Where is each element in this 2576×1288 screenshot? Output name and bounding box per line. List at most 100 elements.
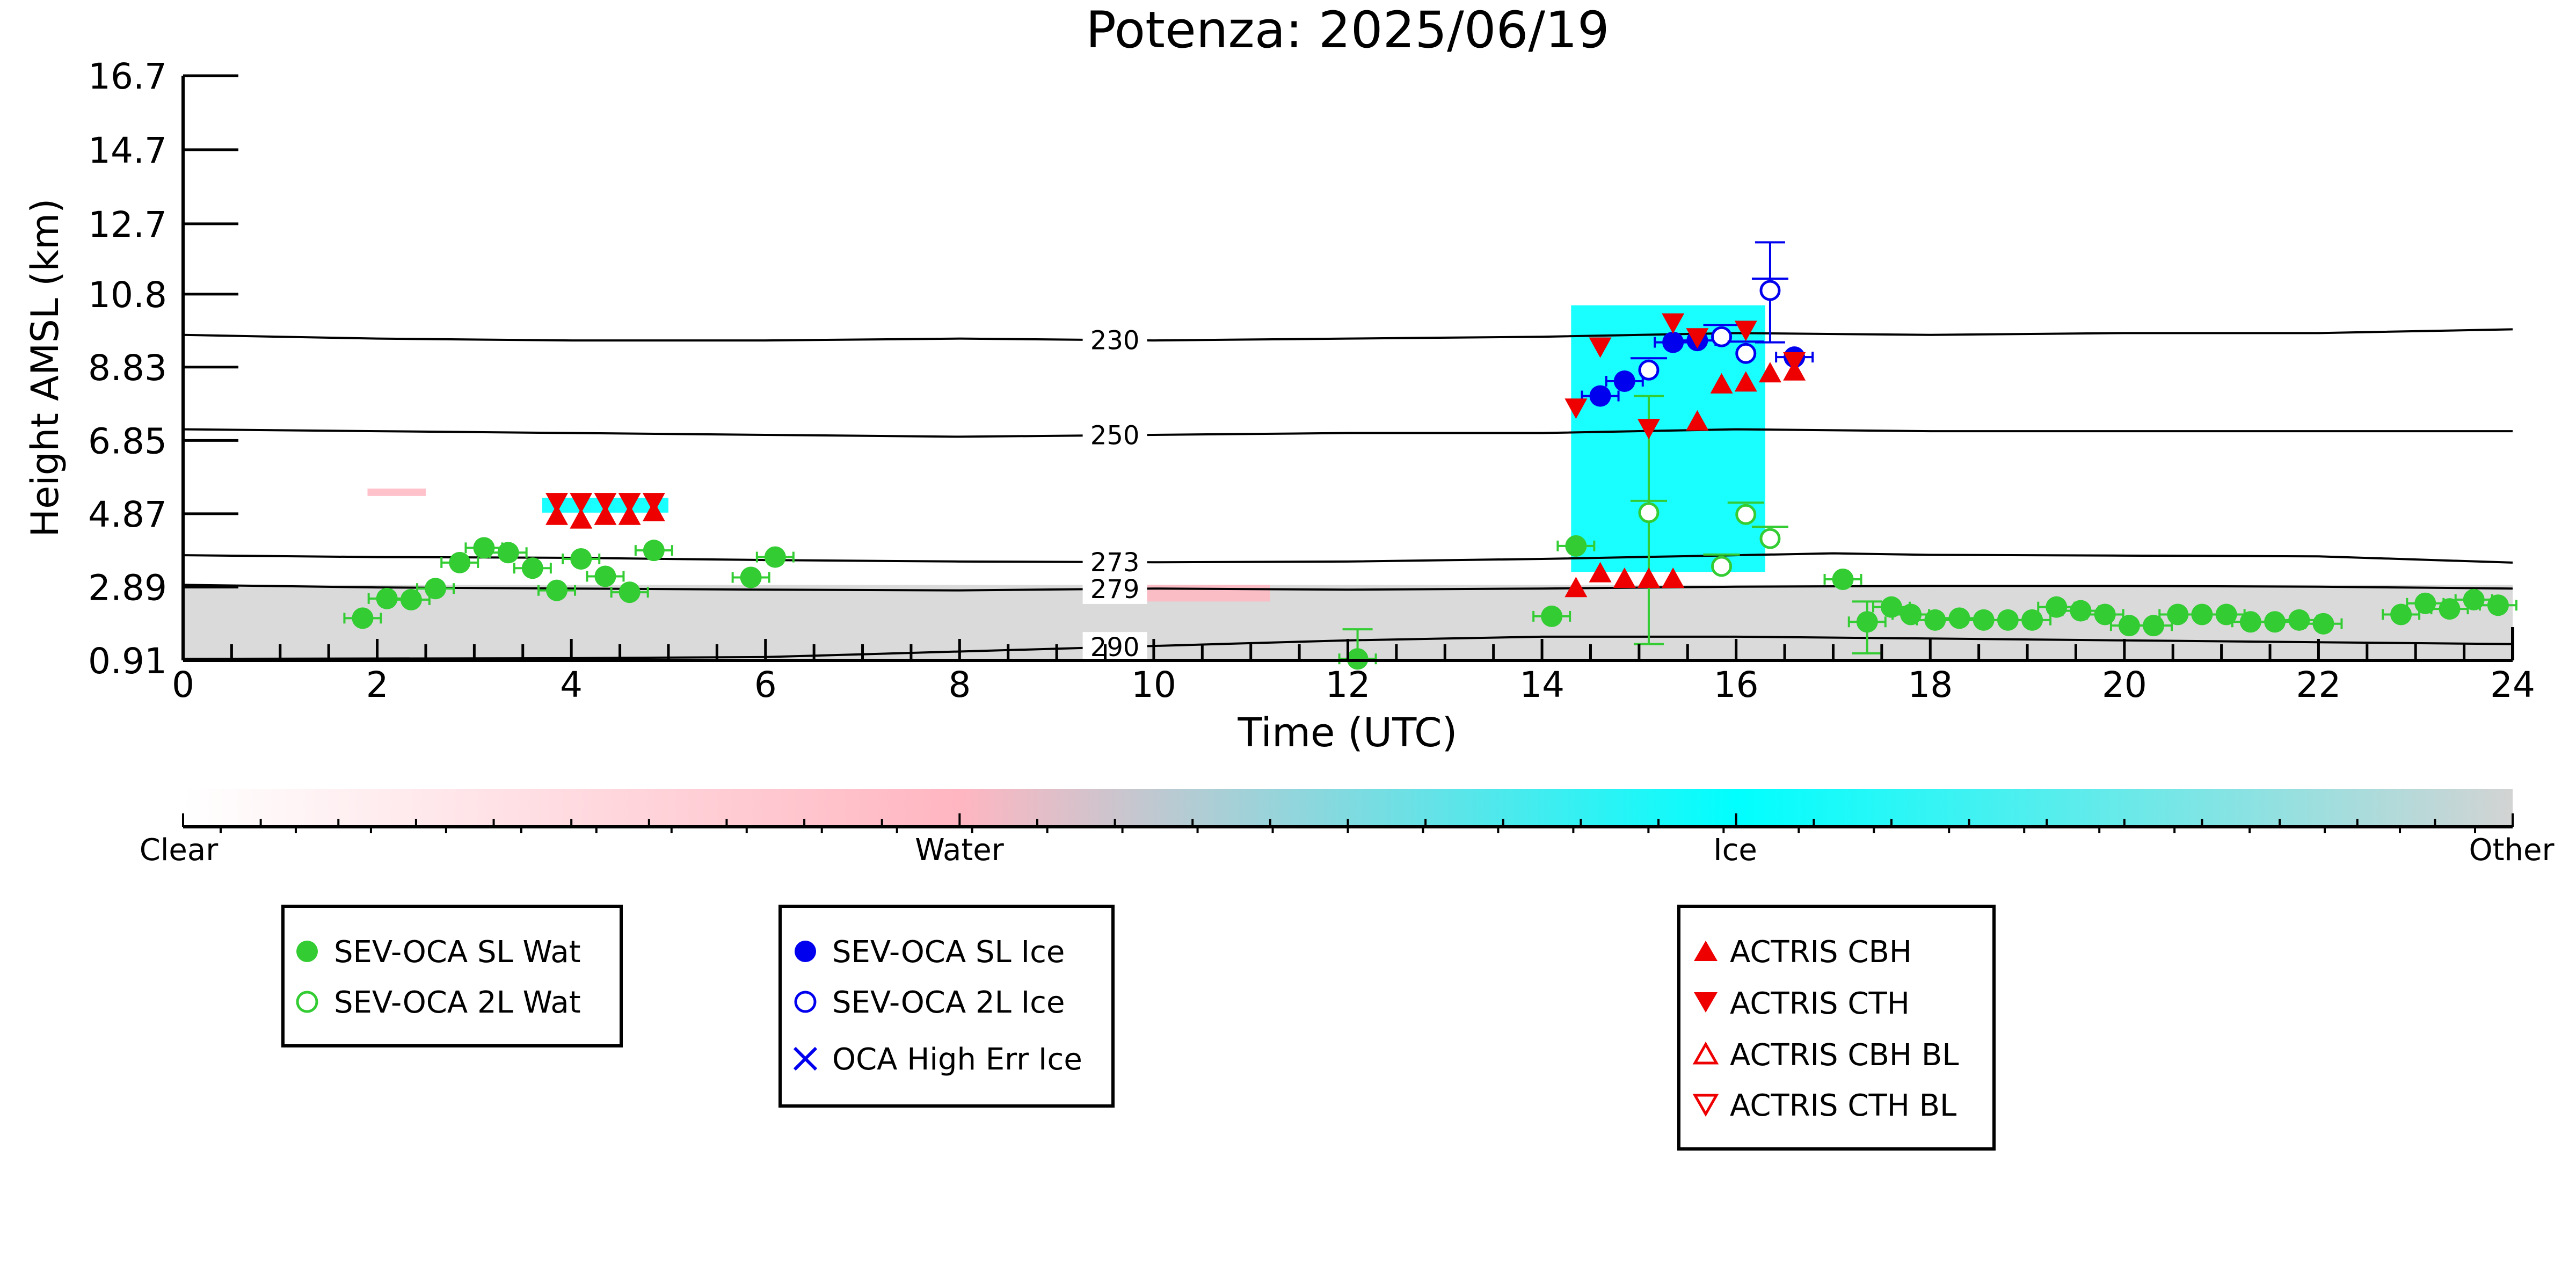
actris-cbh-point-2	[1613, 567, 1636, 588]
legend-actris: ACTRIS CBH ACTRIS CTH ACTRIS CBH BL ACTR…	[1677, 905, 1996, 1151]
actris-cth-point-2	[594, 493, 617, 514]
isotherm-273-label: 273	[1090, 548, 1140, 578]
actris-cbh-point-7	[1734, 371, 1757, 392]
colorbar-label-ice: Ice	[1713, 833, 1757, 868]
legend-ice-box	[778, 905, 1115, 1108]
isotherm-279-label-bg	[1082, 573, 1147, 604]
x-tick-label-20: 20	[2102, 664, 2147, 705]
sev-oca-2l-wat-point-0	[1638, 502, 1660, 523]
legend-cth-bl-marker	[1692, 1094, 1719, 1117]
legend-cth-bl-label: ACTRIS CTH BL	[1730, 1088, 1956, 1123]
sev-oca-2l-ice-point-1	[1711, 326, 1733, 347]
sev-oca-sl-wat-point-14	[764, 546, 786, 568]
sev-oca-sl-wat-point-41	[2439, 598, 2461, 620]
legend-cbh-marker	[1694, 941, 1718, 961]
colorbar-label-clear: Clear	[140, 833, 219, 868]
actris-cbh-point-4	[1662, 567, 1685, 588]
sev-oca-sl-wat-point-42	[2463, 588, 2485, 610]
legend-actris-box	[1677, 905, 1996, 1151]
x-tick-label-18: 18	[1908, 664, 1953, 705]
x-tick-label-6: 6	[754, 664, 777, 705]
sev-oca-sl-wat-point-1	[376, 587, 398, 609]
legend-water-box	[281, 905, 623, 1047]
actris-cbh-upper-cloud-point-3	[618, 504, 641, 525]
actris-cth-point-7	[1637, 419, 1660, 440]
x-tick-label-4: 4	[560, 664, 583, 705]
sev-oca-2l-wat-point-1	[1711, 556, 1733, 577]
actris-cbh-upper-cloud-point-2	[594, 504, 617, 525]
actris-cbh-point-8	[1758, 362, 1781, 383]
isotherm-230-line	[183, 328, 2513, 342]
legend-sl-wat-marker	[296, 941, 318, 962]
sev-oca-sl-wat-point-36	[2264, 611, 2286, 633]
data-markers	[343, 278, 2517, 670]
sev-oca-sl-wat-point-37	[2288, 609, 2310, 631]
legend-sl-ice-marker	[795, 941, 816, 962]
sev-oca-sl-wat-point-22	[1924, 609, 1946, 631]
actris-cbh-upper-cloud-point-1	[570, 508, 593, 529]
actris-cth-point-10	[1734, 321, 1757, 341]
plot-background	[183, 305, 2513, 660]
sev-oca-2l-ice-point-3	[1759, 280, 1781, 301]
sev-oca-sl-wat-point-26	[2021, 609, 2043, 631]
y-tick-label-2: 4.87	[88, 494, 167, 535]
sev-oca-sl-wat-point-39	[2390, 603, 2412, 625]
sev-oca-2l-wat-point-3	[1759, 528, 1781, 549]
y-tick-label-0: 0.91	[88, 641, 167, 682]
sev-oca-sl-wat-point-43	[2487, 594, 2509, 616]
actris-cth-point-0	[545, 493, 569, 514]
legend-high-err-label: OCA High Err Ice	[832, 1042, 1082, 1077]
y-axis-label: Height AMSL (km)	[23, 199, 67, 537]
actris-cth-point-8	[1662, 313, 1685, 334]
sev-oca-sl-wat-point-11	[618, 581, 641, 603]
region-water-4	[1144, 585, 1270, 602]
legend-2l-wat-label: SEV-OCA 2L Wat	[334, 985, 581, 1020]
actris-cbh-point-1	[1589, 562, 1612, 583]
legend-cth-marker	[1694, 992, 1718, 1013]
isotherm-273-line	[183, 552, 2513, 564]
actris-cbh-upper-cloud-point-0	[545, 504, 569, 525]
isotherm-290-label-bg	[1082, 632, 1147, 663]
sev-oca-sl-wat-point-5	[473, 537, 495, 559]
sev-oca-2l-ice-point-2	[1735, 343, 1757, 364]
x-tick-label-12: 12	[1326, 664, 1371, 705]
colorbar: Clear Water Ice Other	[140, 789, 2555, 868]
sev-oca-2l-wat-point-2	[1735, 504, 1757, 525]
actris-cth-point-3	[618, 493, 641, 514]
isotherm-279-line	[183, 584, 2513, 592]
y-tick-label-8: 16.7	[88, 56, 167, 97]
legend-sl-wat-label: SEV-OCA SL Wat	[334, 935, 581, 970]
legend-2l-ice-marker	[794, 991, 817, 1013]
sev-oca-sl-wat-point-31	[2143, 615, 2165, 637]
sev-oca-sl-wat-point-20	[1880, 596, 1902, 618]
sev-oca-sl-wat-point-4	[449, 551, 471, 573]
legend-cth-label: ACTRIS CTH	[1730, 986, 1910, 1021]
sev-oca-sl-wat-point-13	[740, 566, 762, 588]
sev-oca-sl-wat-point-12	[643, 540, 665, 562]
isotherm-279-label: 279	[1090, 574, 1140, 605]
x-tick-label-0: 0	[172, 664, 194, 705]
legend-water: SEV-OCA SL Wat SEV-OCA 2L Wat	[281, 905, 623, 1047]
sev-oca-sl-ice-point-2	[1662, 331, 1684, 353]
legend-ice: SEV-OCA SL Ice SEV-OCA 2L Ice OCA High E…	[778, 905, 1115, 1108]
x-tick-label-24: 24	[2490, 664, 2535, 705]
x-tick-label-10: 10	[1131, 664, 1176, 705]
sev-oca-sl-wat-point-16	[1541, 605, 1563, 627]
sev-oca-sl-wat-point-38	[2312, 613, 2334, 635]
isotherm-230-label-bg	[1082, 325, 1147, 355]
sev-oca-sl-wat-point-7	[521, 557, 543, 579]
y-ticks: 0.91 2.89 4.87 6.85 8.83 10.8 12.7 14.7 16.7	[88, 56, 238, 682]
actris-cbh-point-3	[1637, 567, 1660, 588]
legend-high-err-marker	[793, 1046, 818, 1071]
sev-oca-sl-wat-point-6	[497, 542, 519, 564]
sev-oca-sl-wat-point-21	[1900, 603, 1922, 625]
actris-cbh-point-5	[1686, 410, 1709, 431]
y-tick-label-4: 8.83	[88, 347, 167, 389]
x-axis-label: Time (UTC)	[1237, 710, 1457, 756]
sev-oca-sl-wat-point-18	[1832, 568, 1854, 590]
x-tick-label-8: 8	[948, 664, 971, 705]
legend-cbh-bl-marker	[1692, 1041, 1719, 1065]
y-tick-label-6: 12.7	[88, 204, 167, 245]
actris-cth-point-5	[1564, 398, 1588, 419]
